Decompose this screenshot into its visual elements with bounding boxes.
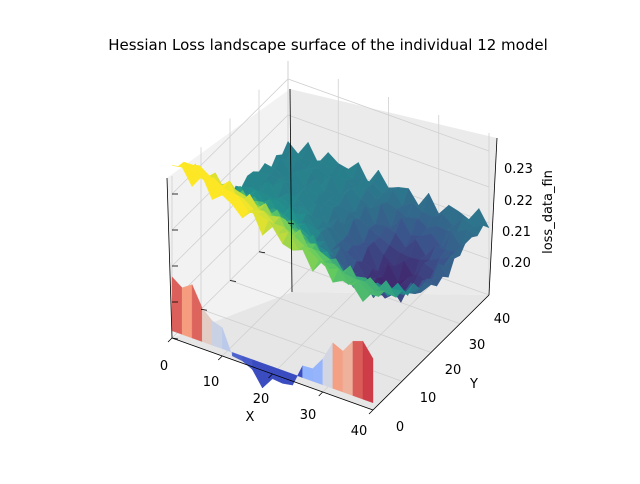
- z-tick-label: 0.21: [502, 225, 531, 240]
- axis-ticks: [167, 193, 374, 415]
- z-axis-label: loss_data_fin: [541, 170, 556, 254]
- x-tick: [167, 337, 173, 343]
- chart-title: Hessian Loss landscape surface of the in…: [108, 36, 548, 54]
- y-tick: [200, 308, 208, 311]
- y-tick-label: 10: [420, 391, 437, 406]
- y-tick-label: 0: [396, 420, 404, 435]
- x-tick-label: 20: [253, 392, 270, 407]
- y-tick: [229, 280, 237, 282]
- surface-cell-side: [342, 340, 354, 396]
- y-axis-line: [372, 294, 490, 411]
- y-tick-label: 30: [469, 338, 486, 353]
- x-tick-label: 0: [160, 359, 168, 374]
- x-axis-label: X: [246, 410, 255, 425]
- z-axis-line: [488, 137, 498, 296]
- x-tick: [318, 391, 324, 397]
- surface-cell-main: [362, 291, 379, 302]
- z-tick-label: 0.20: [502, 256, 531, 271]
- back-vertical-edge: [289, 88, 293, 293]
- y-tick: [287, 222, 295, 225]
- y-tick-label: 20: [445, 363, 462, 378]
- surface-cell-side: [362, 340, 374, 404]
- z-tick-label: 0.22: [504, 194, 533, 209]
- x-tick-label: 30: [300, 408, 317, 423]
- x-tick: [268, 373, 273, 379]
- grid-line: [171, 78, 490, 195]
- surface-cell-side: [352, 341, 364, 400]
- y-tick: [258, 251, 266, 254]
- y-tick: [171, 337, 179, 340]
- x-tick-label: 10: [203, 375, 220, 390]
- x-tick-label: 40: [351, 424, 368, 439]
- x-tick: [217, 355, 223, 361]
- surface-cell-side: [252, 359, 263, 389]
- surface-cell-side: [181, 284, 193, 339]
- x-tick: [368, 409, 374, 415]
- y-tick-label: 40: [494, 312, 511, 327]
- z-tick-label: 0.23: [504, 162, 533, 177]
- left-vertical-edge: [166, 177, 173, 339]
- surface-cell-side: [332, 342, 344, 393]
- y-axis-label: Y: [469, 377, 478, 392]
